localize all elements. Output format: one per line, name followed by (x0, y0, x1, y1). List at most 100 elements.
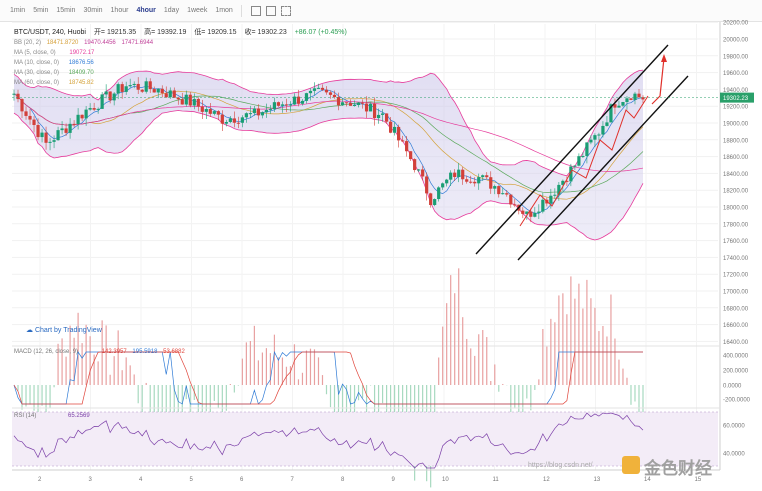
candle-body (260, 112, 264, 116)
price-tick-label: 19600.00 (723, 71, 749, 77)
candle-body (569, 166, 573, 182)
bb-label: BB (20, 2) (14, 40, 42, 46)
candle-body (292, 96, 297, 105)
candle-body (216, 111, 220, 115)
candlesticks (12, 77, 645, 223)
candle-body (132, 83, 136, 86)
chart-type-icon[interactable] (250, 5, 261, 16)
macd-tick-label: -200.0000 (723, 398, 751, 404)
indicator-icon[interactable] (265, 5, 276, 16)
candle-body (240, 117, 244, 123)
candle-body (376, 114, 381, 119)
candle-body (308, 90, 313, 94)
ma5-label: MA (5, close, 0) (14, 50, 56, 56)
candle-body (264, 109, 269, 113)
candle-body (88, 108, 92, 110)
candle-body (401, 140, 405, 142)
price-tick-label: 16400.00 (723, 340, 749, 346)
target-arrowhead (661, 54, 667, 62)
candle-body (501, 193, 505, 195)
timeframe-1min[interactable]: 1min (10, 6, 26, 14)
candle-body (296, 96, 301, 104)
fullscreen-icon[interactable] (280, 5, 291, 16)
candle-body (236, 122, 240, 124)
candle-body (473, 181, 477, 184)
ma10-label: MA (10, close, 0) (14, 60, 60, 66)
timeframe-1day[interactable]: 1day (163, 6, 180, 14)
symbol-label: BTC/USDT, 240, Huobi (14, 29, 86, 36)
candle-body (304, 93, 309, 101)
candle-body (380, 113, 385, 115)
time-tick-label: 5 (190, 477, 194, 483)
candle-body (565, 180, 569, 182)
candle-body (28, 115, 32, 120)
rsi-label: RSI (14) (14, 413, 37, 419)
candle-body (244, 113, 248, 118)
candle-body (513, 204, 517, 206)
candle-body (72, 123, 76, 125)
candle-body (461, 169, 465, 180)
candle-body (529, 211, 533, 217)
candle-body (581, 155, 585, 157)
bollinger-fill (14, 70, 643, 240)
ma30-value: 18409.70 (68, 70, 94, 76)
candle-body (84, 109, 88, 119)
price-tick-label: 19200.00 (723, 105, 749, 111)
candle-body (268, 109, 273, 111)
ma5-value: 19072.17 (69, 50, 95, 56)
candle-body (553, 194, 557, 196)
candle-body (477, 177, 481, 184)
candle-body (533, 212, 537, 217)
tradingview-watermark[interactable]: ☁ Chart by TradingView (26, 326, 102, 334)
candle-body (116, 84, 120, 94)
candle-body (176, 97, 180, 100)
candle-body (437, 187, 441, 200)
timeframe-4hour[interactable]: 4hour (136, 6, 156, 14)
candle-body (617, 105, 621, 108)
time-tick-label: 9 (392, 477, 396, 483)
candle-body (633, 93, 637, 100)
timeframe-30min[interactable]: 30min (83, 6, 103, 14)
price-tick-label: 17400.00 (723, 256, 749, 262)
candle-body (312, 88, 317, 91)
price-tick-label: 18200.00 (723, 189, 749, 195)
candle-body (24, 111, 28, 116)
timeframe-1mon[interactable]: 1mon (215, 6, 233, 14)
bollinger-upper-line (13, 69, 644, 177)
candle-body (421, 169, 425, 177)
candle-body (76, 114, 80, 125)
candle-body (356, 102, 361, 106)
candle-body (388, 121, 393, 133)
trend-path-line (519, 95, 649, 227)
price-tick-label: 17200.00 (723, 273, 749, 279)
macd-signal-line (13, 351, 643, 405)
candle-body (320, 87, 325, 90)
timeframe-15min[interactable]: 15min (56, 6, 76, 14)
price-tick-label: 20200.00 (723, 21, 749, 27)
target-arrow-line (651, 57, 665, 105)
candle-body (409, 151, 413, 160)
candle-body (248, 113, 252, 115)
candle-body (288, 104, 293, 106)
timeframe-1week[interactable]: 1week (187, 6, 208, 14)
candle-body (104, 91, 108, 95)
macd-value-line: 195.5918 (132, 349, 158, 355)
time-axis: 2 3 4 5 6 7 8 9 10 11 12 13 14 15 (12, 469, 720, 483)
watermark-text: Chart by TradingView (34, 327, 102, 334)
candle-body (152, 89, 156, 93)
ma5-legend: MA (5, close, 0) 19072.17 (14, 48, 353, 58)
time-tick-label: 2 (38, 477, 42, 483)
candle-body (164, 93, 168, 98)
time-tick-label: 11 (493, 477, 500, 483)
candle-body (340, 102, 345, 106)
candle-body (32, 119, 36, 126)
macd-tick-label: 0.0000 (723, 384, 742, 390)
timeframe-5min[interactable]: 5min (33, 6, 49, 14)
timeframe-1hour[interactable]: 1hour (110, 6, 129, 14)
candle-body (613, 104, 617, 108)
candle-body (453, 172, 457, 178)
candle-body (300, 100, 305, 104)
candle-body (316, 87, 321, 89)
macd-legend: MACD (12, 26, close, 9) 142.3957 195.591… (14, 349, 185, 355)
